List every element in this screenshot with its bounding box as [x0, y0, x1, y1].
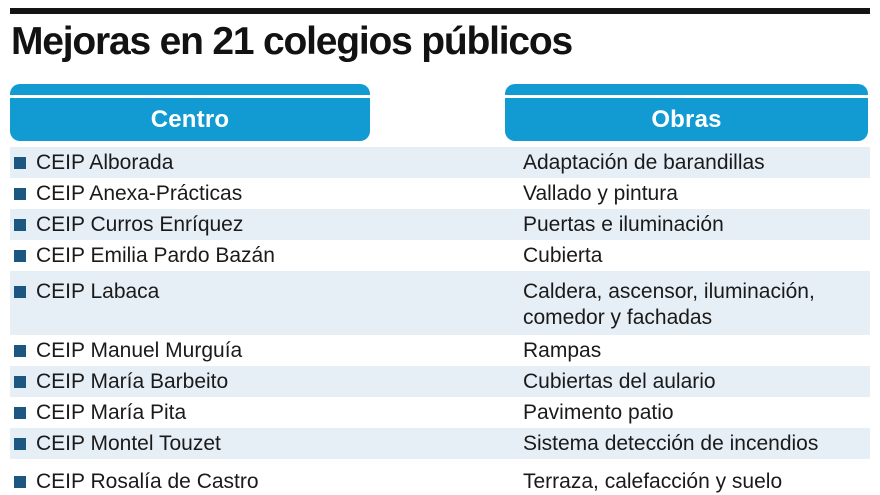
centro-cell: CEIP Anexa-Prácticas: [10, 178, 523, 209]
obras-cell: Puertas e iluminación: [523, 209, 870, 240]
centro-cell: CEIP Rosalía de Castro: [10, 459, 523, 495]
square-bullet-icon: [14, 286, 26, 298]
page-title: Mejoras en 21 colegios públicos: [11, 20, 573, 63]
table-row: CEIP Montel Touzet Sistema detección de …: [10, 428, 870, 459]
obras-label: Terraza, calefacción y suelo: [523, 470, 783, 493]
obras-cell: Rampas: [523, 335, 870, 366]
obras-label: Rampas: [523, 338, 602, 362]
square-bullet-icon: [14, 437, 26, 450]
square-bullet-icon: [14, 249, 26, 262]
centro-label: CEIP Rosalía de Castro: [36, 470, 259, 493]
table-row: CEIP Curros Enríquez Puertas e iluminaci…: [10, 209, 870, 240]
centro-cell: CEIP Emilia Pardo Bazán: [10, 240, 523, 271]
obras-label: Pavimento patio: [523, 400, 674, 424]
obras-label: Sistema detección de incendios: [523, 431, 819, 455]
obras-label: Cubiertas del aulario: [523, 369, 716, 393]
centro-label: CEIP Alborada: [36, 150, 174, 174]
square-bullet-icon: [14, 187, 26, 200]
square-bullet-icon: [14, 476, 26, 488]
table-row: CEIP María Pita Pavimento patio: [10, 397, 870, 428]
centro-label: CEIP María Barbeito: [36, 369, 229, 393]
table-row: CEIP María Barbeito Cubiertas del aulari…: [10, 366, 870, 397]
obras-label: Caldera, ascensor, iluminación, comedor …: [523, 280, 815, 329]
header-highlight-line: [505, 95, 868, 98]
centro-cell: CEIP María Barbeito: [10, 366, 523, 397]
table-row: CEIP Rosalía de Castro Terraza, calefacc…: [10, 459, 870, 495]
table-row: CEIP Anexa-Prácticas Vallado y pintura: [10, 178, 870, 209]
table-body: CEIP Alborada Adaptación de barandillas …: [10, 147, 870, 495]
obras-label: Cubierta: [523, 243, 603, 267]
centro-label: CEIP Manuel Murguía: [36, 338, 243, 362]
top-rule: [10, 8, 870, 14]
square-bullet-icon: [14, 156, 26, 169]
square-bullet-icon: [14, 218, 26, 231]
obras-label: Adaptación de barandillas: [523, 150, 765, 174]
centro-label: CEIP Labaca: [36, 280, 160, 303]
centro-label: CEIP Curros Enríquez: [36, 212, 244, 236]
table-row: CEIP Emilia Pardo Bazán Cubierta: [10, 240, 870, 271]
table-row: CEIP Labaca Caldera, ascensor, iluminaci…: [10, 271, 870, 335]
obras-cell: Adaptación de barandillas: [523, 147, 870, 178]
square-bullet-icon: [14, 344, 26, 357]
centro-cell: CEIP Alborada: [10, 147, 523, 178]
square-bullet-icon: [14, 406, 26, 419]
column-header-centro: Centro: [10, 84, 370, 141]
centro-label: CEIP Emilia Pardo Bazán: [36, 243, 275, 267]
square-bullet-icon: [14, 375, 26, 388]
centro-cell: CEIP Labaca: [10, 271, 523, 335]
column-header-centro-label: Centro: [150, 105, 230, 133]
obras-cell: Pavimento patio: [523, 397, 870, 428]
header-highlight-line: [10, 95, 370, 98]
centro-cell: CEIP Manuel Murguía: [10, 335, 523, 366]
obras-cell: Caldera, ascensor, iluminación, comedor …: [523, 271, 870, 335]
centro-cell: CEIP María Pita: [10, 397, 523, 428]
table-row: CEIP Alborada Adaptación de barandillas: [10, 147, 870, 178]
centro-label: CEIP Montel Touzet: [36, 431, 221, 455]
obras-cell: Sistema detección de incendios: [523, 428, 870, 459]
table-row: CEIP Manuel Murguía Rampas: [10, 335, 870, 366]
centro-label: CEIP Anexa-Prácticas: [36, 181, 243, 205]
centro-cell: CEIP Curros Enríquez: [10, 209, 523, 240]
obras-label: Puertas e iluminación: [523, 212, 724, 236]
centro-label: CEIP María Pita: [36, 400, 187, 424]
obras-cell: Vallado y pintura: [523, 178, 870, 209]
obras-cell: Cubiertas del aulario: [523, 366, 870, 397]
obras-label: Vallado y pintura: [523, 181, 678, 205]
column-header-obras: Obras: [505, 84, 868, 141]
obras-cell: Terraza, calefacción y suelo: [523, 459, 870, 495]
centro-cell: CEIP Montel Touzet: [10, 428, 523, 459]
column-header-obras-label: Obras: [651, 105, 722, 133]
obras-cell: Cubierta: [523, 240, 870, 271]
